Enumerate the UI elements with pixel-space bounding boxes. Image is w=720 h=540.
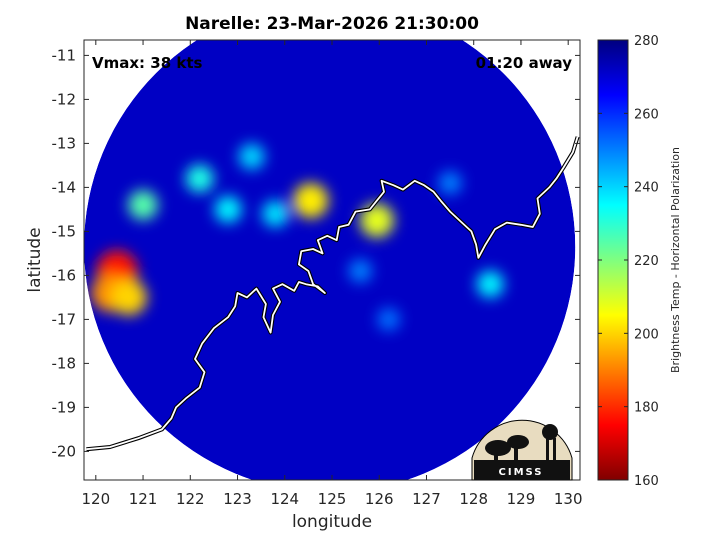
y-tick-label: -18: [52, 354, 77, 372]
convective-feature: [128, 190, 158, 220]
colorbar: [597, 39, 629, 481]
x-tick-label: 124: [270, 490, 299, 508]
svg-text:CIMSS: CIMSS: [499, 467, 544, 478]
convective-feature: [438, 171, 462, 195]
x-axis-ticks: 120 121 122 123 124 125 126 127 128 129 130: [81, 40, 583, 508]
y-tick-label: -17: [52, 310, 77, 328]
microwave-swath: [84, 40, 576, 480]
y-tick-label: -12: [52, 90, 77, 108]
colorbar-tick-label: 220: [634, 254, 659, 269]
convective-feature: [476, 270, 504, 298]
swath-group: [84, 40, 576, 480]
colorbar-tick-label: 180: [634, 401, 659, 416]
coastline-layer: [86, 136, 580, 452]
time-offset-annotation: 01:20 away: [476, 54, 573, 72]
colorbar-tick-label: 160: [634, 474, 659, 489]
chart-title: Narelle: 23-Mar-2026 21:30:00: [185, 14, 479, 34]
x-tick-label: 120: [81, 490, 110, 508]
convective-feature: [262, 200, 289, 228]
colorbar-label: Brightness Temp - Horizontal Polarizatio…: [669, 147, 682, 373]
x-axis-label: longitude: [292, 512, 372, 532]
colorbar-tick-label: 200: [634, 327, 659, 342]
y-tick-label: -11: [52, 46, 77, 64]
convective-feature: [359, 203, 394, 238]
y-axis-ticks: -11 -12 -13 -14 -15 -16 -17 -18 -19 -20: [52, 46, 580, 460]
y-tick-label: -20: [52, 442, 77, 460]
x-tick-label: 130: [554, 490, 583, 508]
colorbar-tick-label: 240: [634, 181, 659, 196]
convective-feature: [238, 143, 265, 170]
convective-feature: [185, 164, 214, 193]
y-axis-label: latitude: [25, 227, 45, 292]
x-tick-label: 125: [318, 490, 347, 508]
x-tick-label: 128: [459, 490, 488, 508]
y-tick-label: -13: [52, 134, 77, 152]
plot-content: [84, 40, 580, 480]
y-tick-label: -14: [52, 178, 77, 196]
x-tick-label: 122: [176, 490, 205, 508]
y-tick-label: -19: [52, 398, 77, 416]
convective-feature: [293, 182, 329, 219]
colorbar-tick-label: 260: [634, 107, 659, 122]
feature-layer: [90, 143, 504, 331]
colorbar-ticks: 160 180 200 220 240 260 280: [598, 34, 659, 489]
y-tick-label: -16: [52, 266, 77, 284]
coastline: [86, 136, 579, 451]
cimss-logo: CIMSS: [471, 419, 573, 481]
x-tick-label: 126: [365, 490, 394, 508]
vmax-annotation: Vmax: 38 kts: [92, 54, 202, 72]
convective-feature: [110, 279, 147, 316]
x-tick-label: 129: [507, 490, 536, 508]
convective-feature: [377, 307, 401, 331]
convective-feature: [348, 259, 373, 283]
x-tick-label: 123: [223, 490, 252, 508]
y-tick-label: -15: [52, 222, 77, 240]
convective-feature: [214, 195, 242, 223]
x-tick-label: 127: [412, 490, 441, 508]
x-tick-label: 121: [129, 490, 158, 508]
colorbar-tick-label: 280: [634, 34, 659, 49]
